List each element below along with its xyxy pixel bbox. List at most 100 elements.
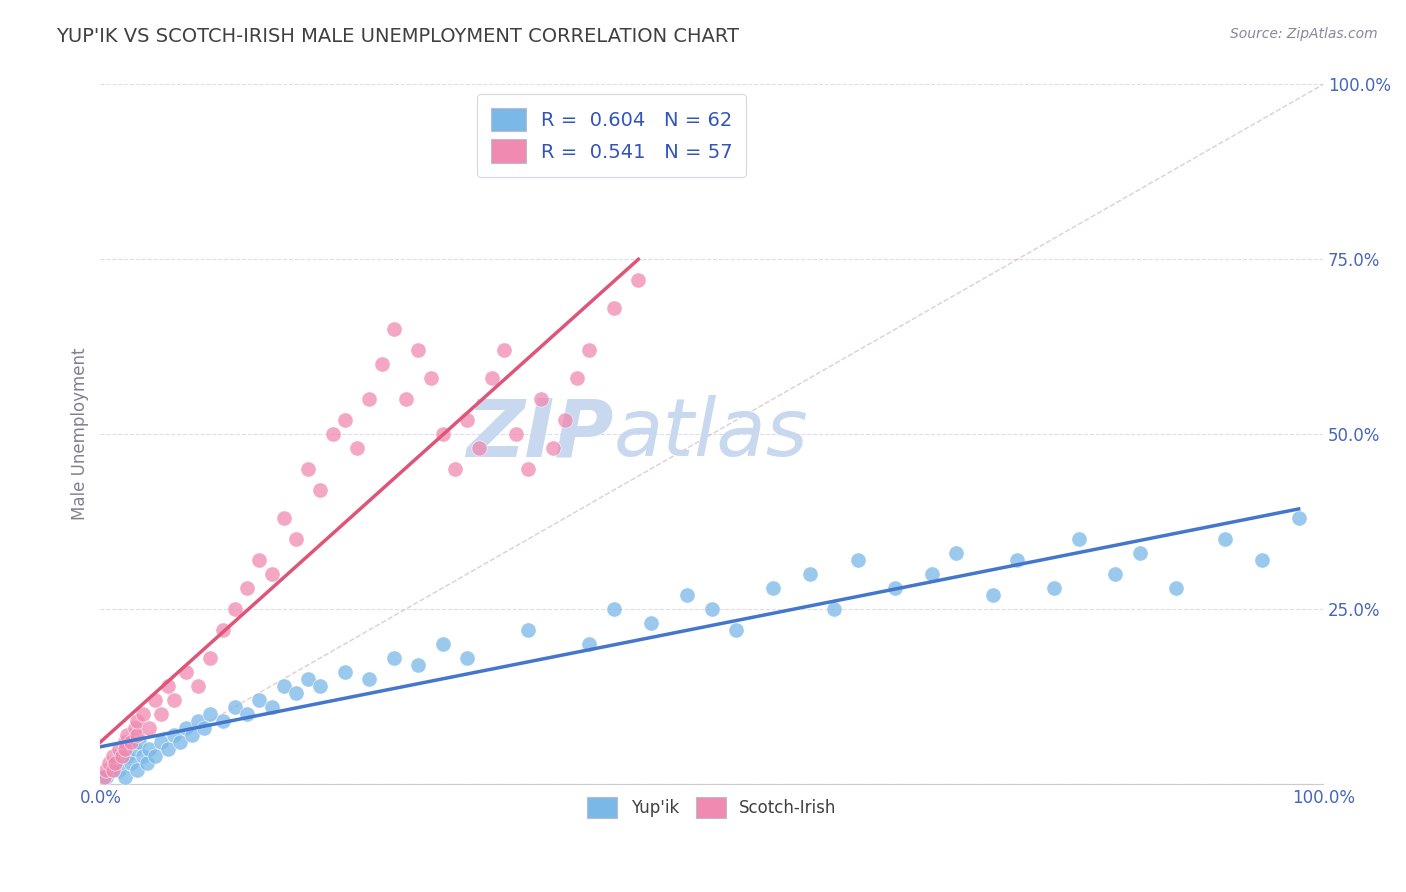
Point xyxy=(156,741,179,756)
Point xyxy=(285,686,308,700)
Point xyxy=(132,748,155,763)
Point xyxy=(359,392,381,406)
Point xyxy=(101,763,124,777)
Point xyxy=(432,637,454,651)
Point xyxy=(156,679,179,693)
Point xyxy=(297,672,319,686)
Point xyxy=(114,741,136,756)
Point xyxy=(150,706,173,721)
Point xyxy=(444,462,467,476)
Legend: Yup'ik, Scotch-Irish: Yup'ik, Scotch-Irish xyxy=(581,790,842,824)
Point xyxy=(322,427,344,442)
Point xyxy=(125,728,148,742)
Point xyxy=(236,706,259,721)
Point xyxy=(138,741,160,756)
Point xyxy=(114,735,136,749)
Point xyxy=(125,763,148,777)
Point xyxy=(848,553,870,567)
Point xyxy=(117,748,139,763)
Point xyxy=(236,581,259,595)
Point xyxy=(517,462,540,476)
Point xyxy=(273,511,295,525)
Point xyxy=(603,602,626,616)
Point xyxy=(107,741,129,756)
Point xyxy=(120,756,142,770)
Point xyxy=(224,699,246,714)
Point xyxy=(163,693,186,707)
Point xyxy=(1067,532,1090,546)
Point xyxy=(370,357,392,371)
Point xyxy=(395,392,418,406)
Point xyxy=(104,756,127,770)
Point xyxy=(333,413,356,427)
Y-axis label: Male Unemployment: Male Unemployment xyxy=(72,348,89,520)
Point xyxy=(578,343,600,358)
Point xyxy=(725,623,748,637)
Point xyxy=(799,566,821,581)
Point xyxy=(132,706,155,721)
Point xyxy=(150,735,173,749)
Point xyxy=(260,566,283,581)
Point xyxy=(578,637,600,651)
Point xyxy=(981,588,1004,602)
Point xyxy=(432,427,454,442)
Point xyxy=(517,623,540,637)
Point xyxy=(468,441,491,455)
Point xyxy=(505,427,527,442)
Point xyxy=(554,413,576,427)
Point xyxy=(297,462,319,476)
Point xyxy=(456,651,478,665)
Point xyxy=(1288,511,1310,525)
Point xyxy=(107,763,129,777)
Point xyxy=(921,566,943,581)
Point xyxy=(676,588,699,602)
Point xyxy=(1129,546,1152,560)
Point xyxy=(163,728,186,742)
Point xyxy=(541,441,564,455)
Point xyxy=(128,735,150,749)
Point xyxy=(492,343,515,358)
Point xyxy=(211,623,233,637)
Point xyxy=(174,721,197,735)
Point xyxy=(1213,532,1236,546)
Point xyxy=(145,748,167,763)
Text: ZIP: ZIP xyxy=(467,395,614,473)
Point xyxy=(124,741,146,756)
Point xyxy=(187,679,209,693)
Point xyxy=(406,657,429,672)
Point xyxy=(200,706,222,721)
Point xyxy=(603,301,626,316)
Point xyxy=(285,532,308,546)
Text: atlas: atlas xyxy=(614,395,808,473)
Point xyxy=(111,748,134,763)
Point xyxy=(333,665,356,679)
Point xyxy=(174,665,197,679)
Point xyxy=(224,602,246,616)
Point xyxy=(567,371,589,385)
Point xyxy=(193,721,215,735)
Point xyxy=(346,441,368,455)
Point xyxy=(762,581,785,595)
Point xyxy=(1104,566,1126,581)
Point xyxy=(309,483,332,497)
Point xyxy=(200,651,222,665)
Point xyxy=(181,728,204,742)
Point xyxy=(114,770,136,784)
Point xyxy=(640,615,662,630)
Point xyxy=(169,735,191,749)
Point xyxy=(382,322,405,336)
Point xyxy=(529,392,551,406)
Point xyxy=(945,546,967,560)
Point xyxy=(260,699,283,714)
Point xyxy=(700,602,723,616)
Point xyxy=(406,343,429,358)
Point xyxy=(96,770,118,784)
Point xyxy=(247,553,270,567)
Point xyxy=(382,651,405,665)
Point xyxy=(145,693,167,707)
Point xyxy=(97,756,120,770)
Point xyxy=(187,714,209,728)
Point xyxy=(456,413,478,427)
Point xyxy=(120,735,142,749)
Point xyxy=(1251,553,1274,567)
